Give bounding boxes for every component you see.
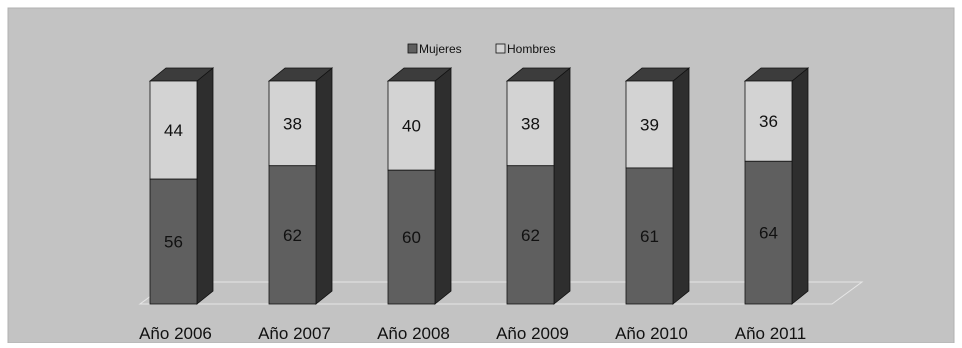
bar-segment-mujeres [744,160,793,305]
legend-swatch-mujeres [407,43,418,54]
category-label: Año 2007 [258,324,331,343]
bar-segment-hombres [387,80,436,171]
bar-segment-hombres [149,80,198,180]
bar-group [267,67,334,305]
bar-group [148,67,215,305]
category-label: Año 2008 [377,324,450,343]
bar-side-face [672,67,690,305]
category-label: Año 2011 [735,324,807,343]
value-label-hombres: 38 [521,114,540,133]
value-label-mujeres: 61 [640,227,659,246]
bar-group [743,67,810,305]
bar-group [386,67,453,305]
bar-segment-mujeres [387,169,436,305]
bar-side-face [315,67,333,305]
legend-swatch-hombres [495,43,506,54]
bar-segment-hombres [744,80,793,162]
bar-group [624,67,691,305]
category-label: Año 2006 [139,324,212,343]
bar-side-face [434,67,452,305]
category-axis: Año 2006 Año 2007 Año 2008 Año 2009 Año 2010… [139,324,806,343]
value-labels: 44 56 38 62 40 60 38 62 39 61 36 64 [164,112,778,251]
bar-segment-hombres [506,80,555,167]
value-label-mujeres: 62 [283,226,302,245]
bars [148,67,810,305]
bar-segment-hombres [625,80,674,169]
value-label-mujeres: 62 [521,226,540,245]
value-label-hombres: 39 [640,115,659,134]
legend-label-hombres: Hombres [507,42,556,56]
bar-group [505,67,572,305]
value-label-hombres: 36 [759,112,778,131]
value-label-hombres: 44 [164,121,183,140]
bar-segment-mujeres [268,165,317,305]
category-label: Año 2009 [496,324,569,343]
legend-label-mujeres: Mujeres [419,42,462,56]
bar-segment-mujeres [506,165,555,305]
value-label-mujeres: 64 [759,224,778,243]
bar-segment-mujeres [149,178,198,305]
value-label-hombres: 38 [283,114,302,133]
bar-segment-mujeres [625,167,674,305]
value-label-hombres: 40 [402,117,421,136]
legend: Mujeres Hombres [407,42,556,56]
bar-side-face [553,67,571,305]
bar-side-face [196,67,214,305]
category-label: Año 2010 [615,324,688,343]
bar-side-face [791,67,809,305]
value-label-mujeres: 60 [402,228,421,247]
value-label-mujeres: 56 [164,233,183,252]
